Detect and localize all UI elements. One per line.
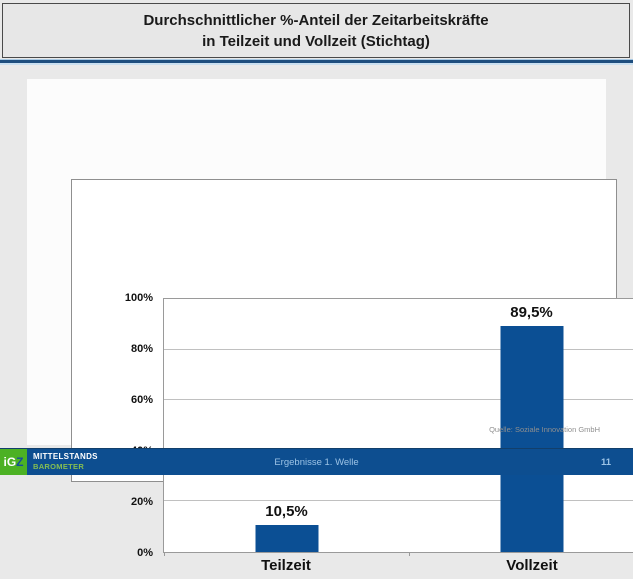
y-tick-label: 0% (137, 547, 153, 559)
slide-title-line1: Durchschnittlicher %-Anteil der Zeitarbe… (143, 11, 489, 29)
bar-value-label-teilzeit: 10,5% (265, 503, 308, 521)
logo-wordmark: MITTELSTANDS BAROMETER (33, 452, 98, 472)
gridline-80 (164, 348, 633, 350)
x-axis-tick (164, 552, 165, 556)
footer-center-text: Ergebnisse 1. Welle (274, 456, 359, 468)
bar-value-label-vollzeit: 89,5% (510, 303, 553, 321)
logo-wordmark-line1: MITTELSTANDS (33, 452, 98, 461)
header-divider-line (0, 59, 633, 65)
footer-bar: iG Z MITTELSTANDS BAROMETER Ergebnisse 1.… (0, 448, 633, 475)
page-number: 11 (600, 456, 611, 468)
slide-title-line2: in Teilzeit und Vollzeit (Stichtag) (202, 32, 430, 50)
y-tick-label: 20% (130, 496, 153, 508)
bar-vollzeit (500, 325, 563, 552)
slide-content-area: 0% 20% 40% 60% 80% 100% 10,5% 89,5% (27, 79, 633, 574)
y-axis-labels: 0% 20% 40% 60% 80% 100% (112, 292, 158, 559)
y-tick-label: 100% (124, 292, 153, 304)
igz-logo: iG Z (0, 449, 27, 475)
x-axis-labels: Teilzeit Vollzeit (163, 557, 633, 579)
logo-wordmark-line2: BAROMETER (33, 462, 85, 471)
y-tick-label: 60% (130, 394, 153, 406)
chart-panel: 0% 20% 40% 60% 80% 100% 10,5% 89,5% (71, 179, 633, 574)
y-tick-label: 80% (130, 343, 153, 355)
igz-logo-z: Z (16, 455, 24, 469)
x-category-label-teilzeit: Teilzeit (261, 557, 311, 574)
x-axis-tick (409, 552, 410, 556)
x-category-label-vollzeit: Vollzeit (506, 557, 558, 574)
source-note: Quelle: Soziale Innovation GmbH (489, 425, 600, 434)
slide-title-box: Durchschnittlicher %-Anteil der Zeitarbe… (2, 3, 630, 58)
gridline-60 (164, 399, 633, 401)
bar-teilzeit (255, 525, 318, 552)
igz-logo-text: iG (3, 455, 17, 469)
